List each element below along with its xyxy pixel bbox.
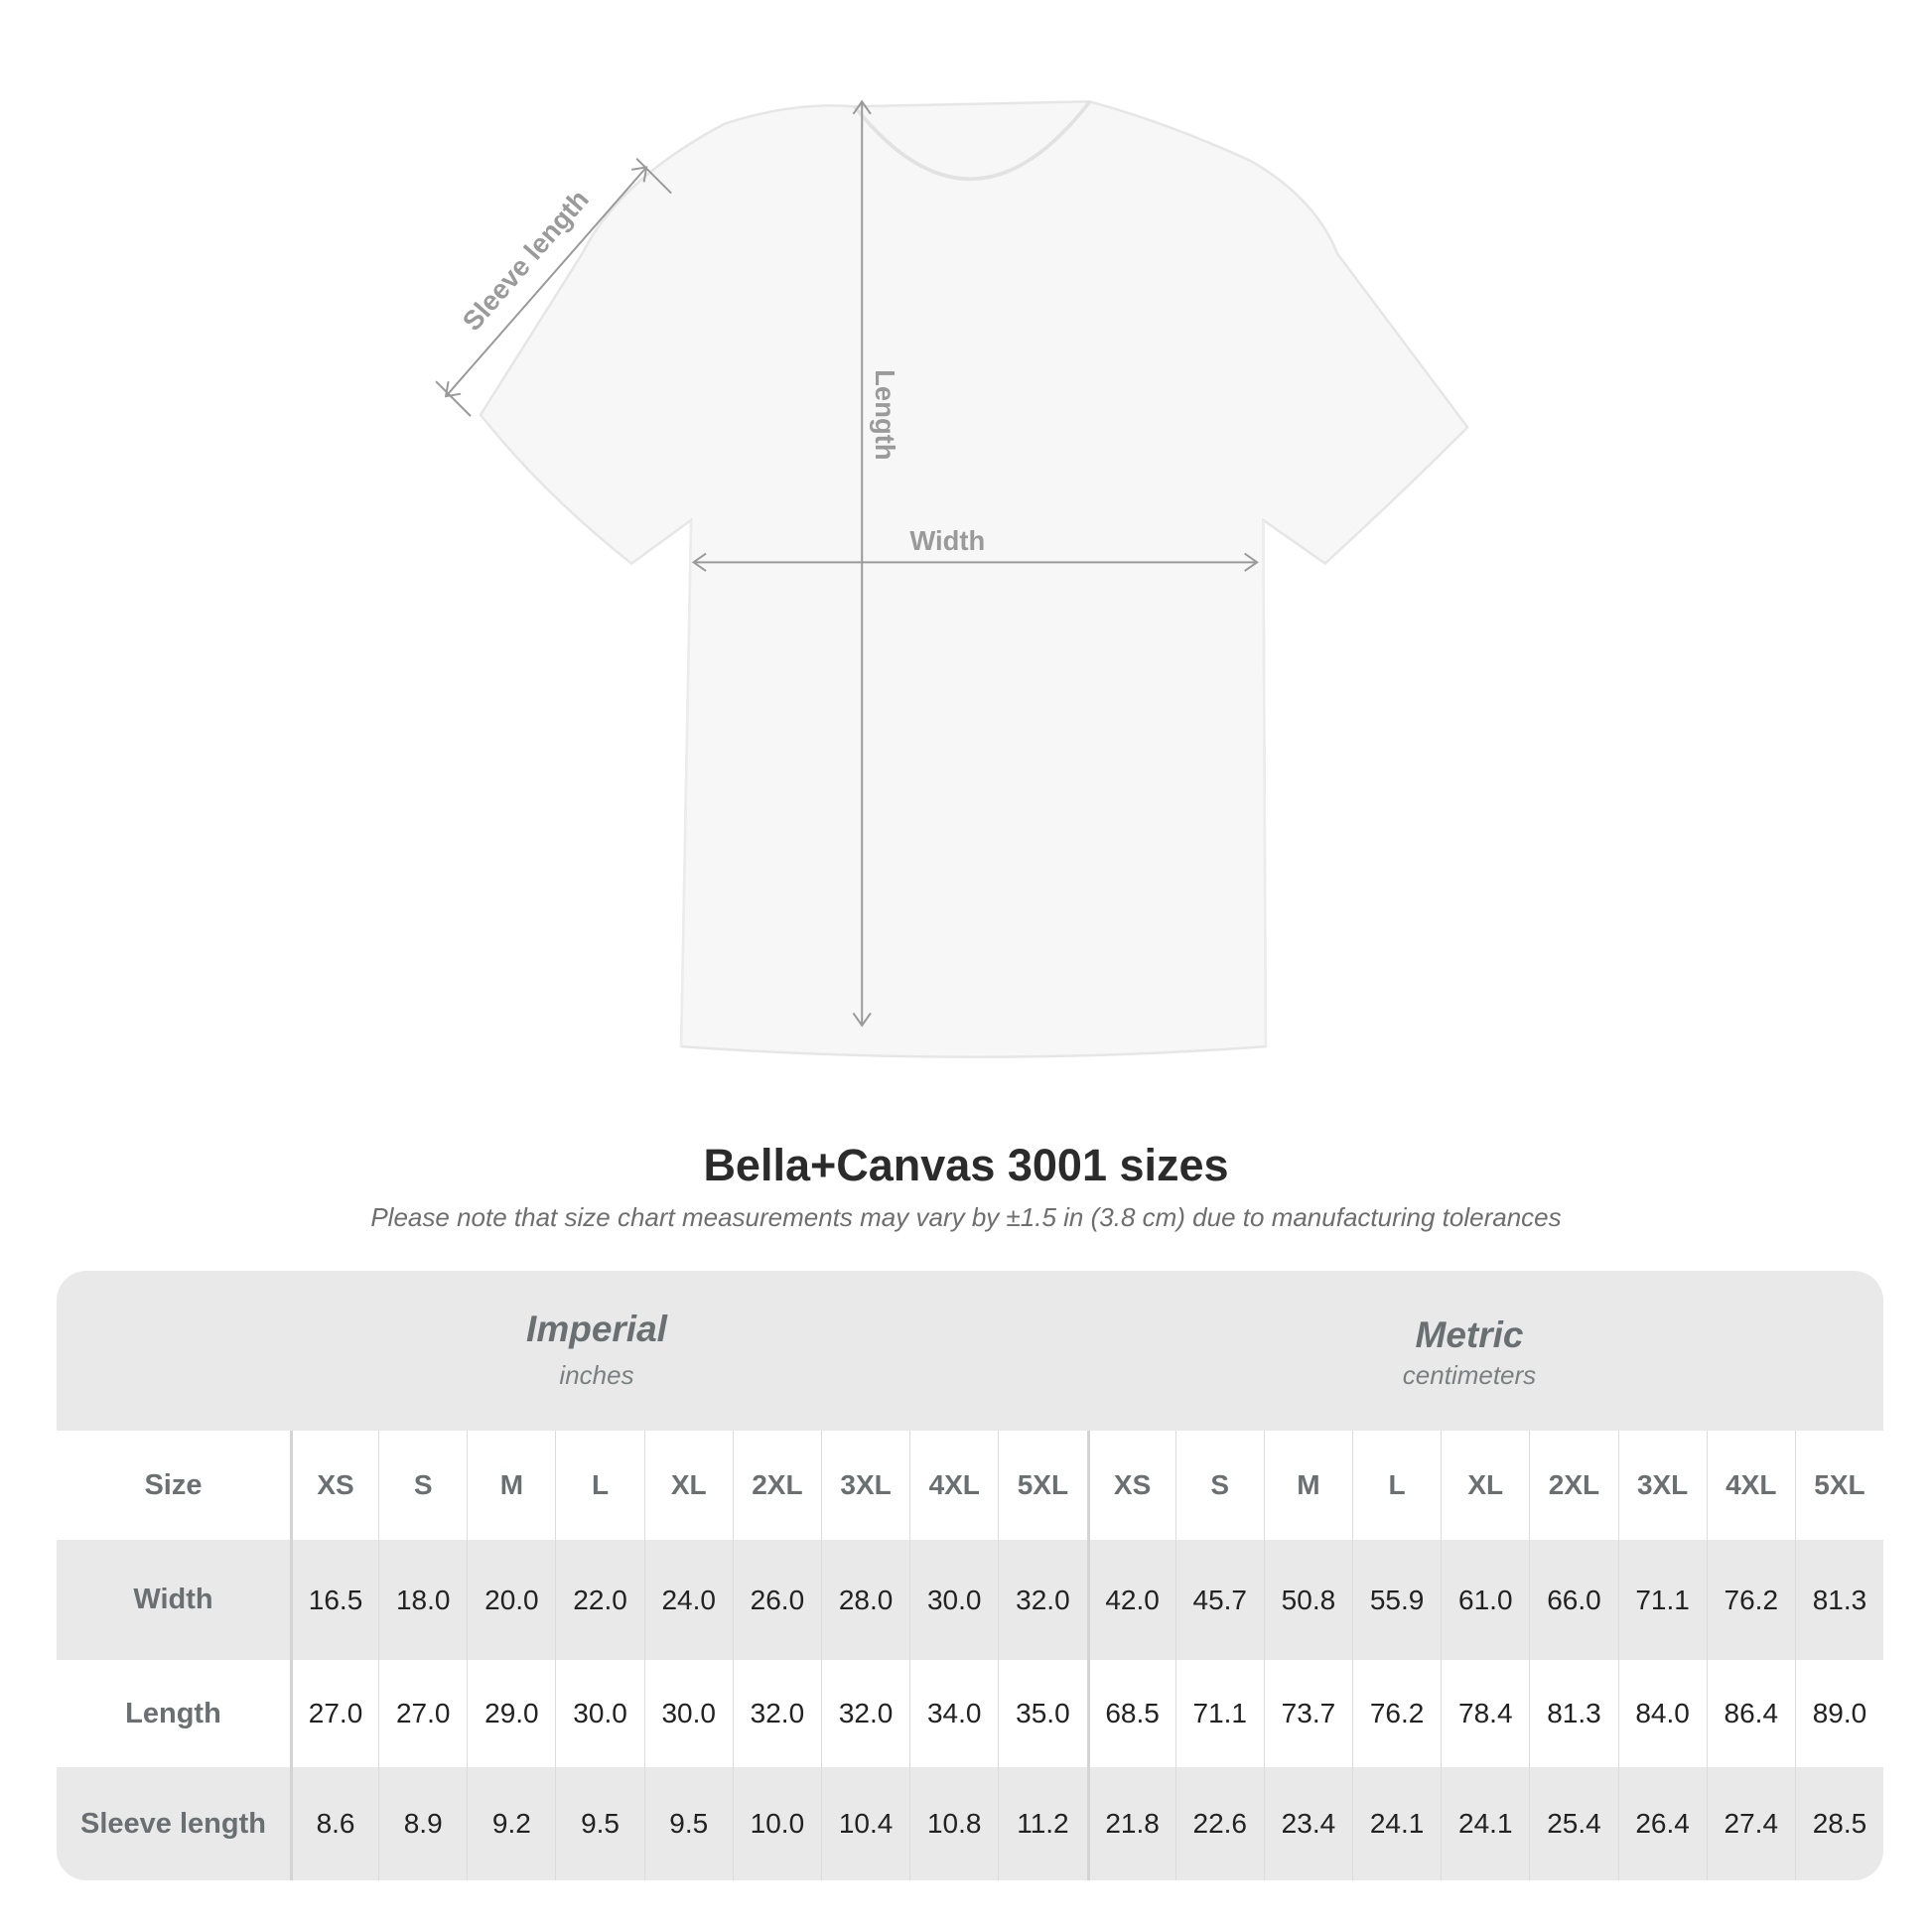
page-title: Bella+Canvas 3001 sizes	[703, 1140, 1229, 1190]
imperial-value: 30.0	[555, 1660, 643, 1767]
size-header: L	[555, 1431, 643, 1540]
metric-value: 61.0	[1441, 1540, 1529, 1660]
size-header: 3XL	[820, 1431, 909, 1540]
imperial-value: 8.9	[378, 1767, 467, 1880]
row-label: Width	[133, 1584, 213, 1615]
size-header: 5XL	[998, 1431, 1086, 1540]
table-row: Width 16.5 18.0 20.0 22.0 24.0 26.0 28.0 30.0 32.…	[57, 1540, 1883, 1660]
imperial-value: 32.0	[732, 1660, 821, 1767]
metric-value: 84.0	[1617, 1660, 1707, 1767]
metric-value: 76.2	[1352, 1660, 1441, 1767]
imperial-heading: Imperial	[526, 1309, 667, 1349]
metric-value: 66.0	[1529, 1540, 1617, 1660]
imperial-value: 10.4	[820, 1767, 909, 1880]
size-table: Imperial inches Metric centimeters Size X…	[57, 1271, 1883, 1880]
metric-value: 25.4	[1529, 1767, 1617, 1880]
length-label: Length	[870, 369, 900, 460]
size-header: M	[1263, 1431, 1352, 1540]
imperial-value: 30.0	[643, 1660, 733, 1767]
metric-value: 68.5	[1086, 1660, 1175, 1767]
row-label: Sleeve length	[79, 1807, 266, 1840]
metric-value: 50.8	[1263, 1540, 1352, 1660]
metric-value: 81.3	[1794, 1540, 1883, 1660]
tolerance-note: Please note that size chart measurements…	[370, 1202, 1562, 1232]
size-header: XL	[1441, 1431, 1529, 1540]
imperial-value: 11.2	[998, 1767, 1086, 1880]
imperial-value: 34.0	[909, 1660, 998, 1767]
size-header: 2XL	[1529, 1431, 1617, 1540]
size-header: 3XL	[1617, 1431, 1707, 1540]
size-header: 4XL	[909, 1431, 998, 1540]
imperial-value: 30.0	[909, 1540, 998, 1660]
metric-value: 42.0	[1086, 1540, 1175, 1660]
imperial-value: 9.5	[643, 1767, 733, 1880]
metric-value: 71.1	[1617, 1540, 1707, 1660]
metric-value: 78.4	[1441, 1660, 1529, 1767]
metric-value: 24.1	[1352, 1767, 1441, 1880]
row-label: Length	[125, 1697, 221, 1729]
metric-value: 21.8	[1086, 1767, 1175, 1880]
size-header: XL	[643, 1431, 733, 1540]
metric-value: 45.7	[1174, 1540, 1264, 1660]
metric-value: 81.3	[1529, 1660, 1617, 1767]
imperial-value: 8.6	[289, 1767, 378, 1880]
imperial-value: 9.2	[467, 1767, 555, 1880]
size-header: S	[378, 1431, 467, 1540]
imperial-value: 22.0	[555, 1540, 643, 1660]
table-row: Length 27.0 27.0 29.0 30.0 30.0 32.0 32.0 34.0 35…	[57, 1660, 1883, 1767]
metric-value: 27.4	[1706, 1767, 1795, 1880]
size-header: XS	[289, 1431, 378, 1540]
imperial-value: 18.0	[378, 1540, 467, 1660]
metric-unit: centimeters	[1402, 1360, 1537, 1390]
size-header: L	[1352, 1431, 1441, 1540]
tshirt-collar	[853, 100, 1092, 182]
size-header: M	[467, 1431, 555, 1540]
imperial-value: 28.0	[820, 1540, 909, 1660]
imperial-value: 32.0	[998, 1540, 1086, 1660]
imperial-unit: inches	[559, 1360, 634, 1390]
metric-value: 71.1	[1174, 1660, 1264, 1767]
imperial-value: 29.0	[467, 1660, 555, 1767]
metric-value: 24.1	[1441, 1767, 1529, 1880]
metric-value: 76.2	[1706, 1540, 1795, 1660]
table-header-band	[57, 1271, 1883, 1431]
metric-value: 55.9	[1352, 1540, 1441, 1660]
size-header: 2XL	[732, 1431, 821, 1540]
size-header: XS	[1086, 1431, 1175, 1540]
imperial-value: 24.0	[643, 1540, 733, 1660]
size-header: 5XL	[1794, 1431, 1883, 1540]
imperial-value: 27.0	[289, 1660, 378, 1767]
imperial-value: 10.8	[909, 1767, 998, 1880]
imperial-value: 16.5	[289, 1540, 378, 1660]
table-header-row: Size XS S M L XL 2XL 3XL 4XL 5XL XS S M L XL 2XL 3XL 4XL 5…	[57, 1431, 1883, 1540]
metric-value: 73.7	[1263, 1660, 1352, 1767]
table-row: Sleeve length 8.6 8.9 9.2 9.5 9.5 10.0 10.4 10.8…	[57, 1767, 1883, 1880]
size-header: S	[1174, 1431, 1264, 1540]
metric-heading: Metric	[1415, 1314, 1524, 1355]
metric-value: 28.5	[1794, 1767, 1883, 1880]
metric-value: 89.0	[1794, 1660, 1883, 1767]
tshirt-image	[479, 100, 1469, 1058]
imperial-value: 27.0	[378, 1660, 467, 1767]
size-header: 4XL	[1706, 1431, 1795, 1540]
imperial-value: 32.0	[820, 1660, 909, 1767]
imperial-value: 9.5	[555, 1767, 643, 1880]
metric-value: 23.4	[1263, 1767, 1352, 1880]
metric-value: 22.6	[1174, 1767, 1264, 1880]
metric-value: 86.4	[1706, 1660, 1795, 1767]
size-column-label: Size	[144, 1468, 203, 1501]
imperial-value: 10.0	[732, 1767, 821, 1880]
imperial-value: 26.0	[732, 1540, 821, 1660]
width-label: Width	[909, 525, 985, 556]
imperial-value: 20.0	[467, 1540, 555, 1660]
imperial-value: 35.0	[998, 1660, 1086, 1767]
sleeve-arrow	[445, 166, 647, 397]
metric-value: 26.4	[1617, 1767, 1707, 1880]
